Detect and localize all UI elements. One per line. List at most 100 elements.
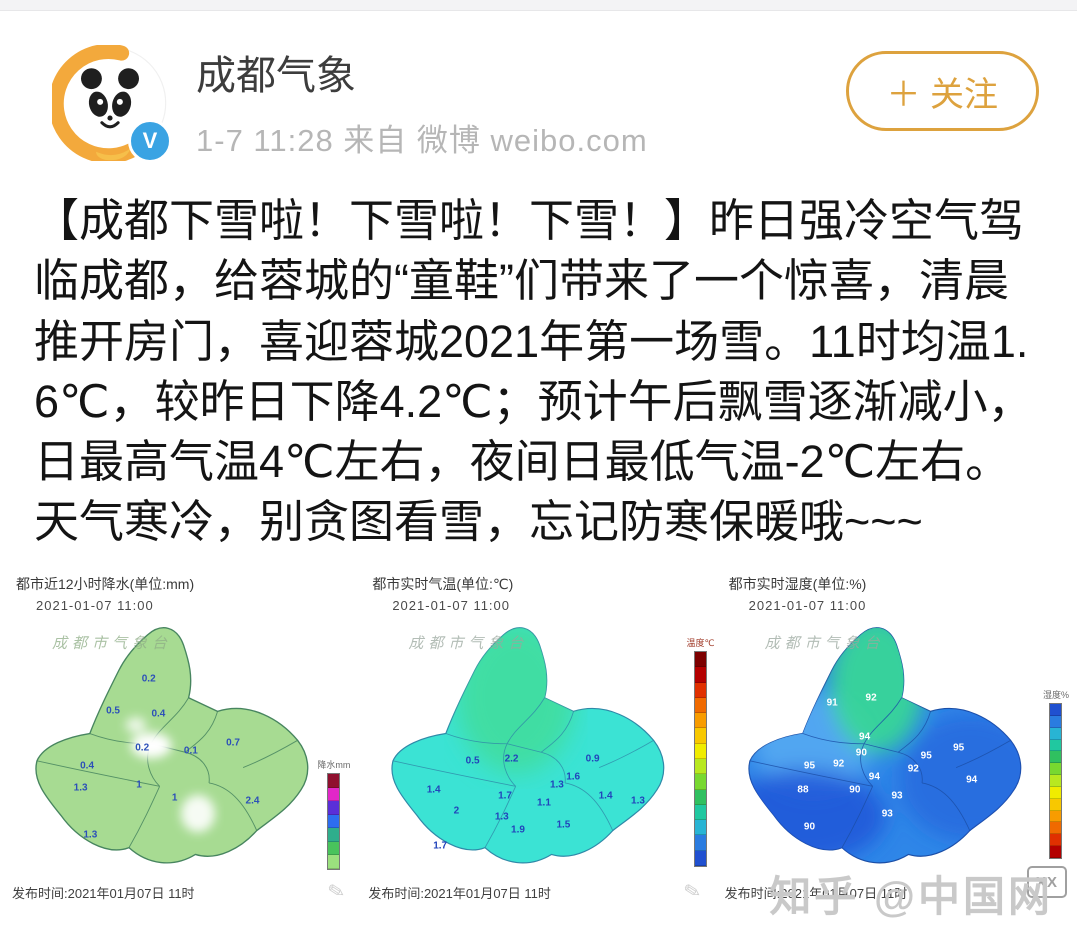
map-value-label: 0.5 (465, 755, 480, 767)
map-value-label: 1.6 (566, 771, 581, 783)
agency-logo-box: XX (1026, 866, 1067, 898)
legend-color-segment (695, 804, 707, 821)
map-value-label: 1.1 (536, 797, 551, 809)
legend-color-segment (1050, 715, 1062, 728)
legend-color-segment (328, 787, 340, 802)
map-area: 91 92 94 90 92 95 88 90 94 93 92 95 95 94 90 93 (719, 616, 1043, 880)
legend-color-segment (328, 801, 340, 815)
weather-maps-row: 都市近12小时降水(单位:mm) 2021-01-07 11:00 成都市气象台 (6, 570, 1071, 906)
map-value-label: 1 (171, 792, 178, 804)
map-caption: 发布时间:2021年01月07日 11时 (12, 886, 195, 901)
top-divider (0, 0, 1077, 11)
map-value-label: 90 (849, 784, 861, 796)
map-value-label: 95 (920, 750, 932, 762)
legend-color-segment (1050, 798, 1062, 811)
legend-color-segment (695, 789, 707, 805)
post-text: 【成都下雪啦！下雪啦！下雪！】昨日强冷空气驾临成都，给蓉城的“童鞋”们带来了一个… (34, 195, 1033, 548)
legend-color-segment (695, 728, 707, 744)
map-value-label: 0.5 (106, 705, 120, 717)
map-value-label: 94 (966, 774, 978, 786)
map-value-label: 88 (797, 784, 809, 796)
map-datetime: 2021-01-07 11:00 (36, 598, 154, 613)
legend-color-segment (1050, 775, 1062, 787)
legend-color-segment (1050, 704, 1062, 716)
legend-color-segment (1050, 822, 1062, 835)
follow-button[interactable]: ＋ 关注 (845, 51, 1039, 131)
map-value-label: 0.7 (226, 737, 240, 749)
precipitation-map-panel[interactable]: 都市近12小时降水(单位:mm) 2021-01-07 11:00 成都市气象台 (6, 570, 358, 906)
verified-badge-icon: V (128, 119, 172, 163)
legend-color-segment (1050, 846, 1062, 858)
map-value-label: 0.2 (135, 742, 150, 754)
map-value-label: 1.3 (494, 811, 509, 823)
legend-color-segment (328, 855, 340, 870)
legend-colorbar (327, 773, 341, 870)
map-value-label: 92 (865, 692, 877, 704)
panda-logo-icon (52, 45, 167, 161)
map-value-label: 93 (881, 808, 893, 820)
map-value-label: 2 (453, 805, 460, 817)
map-value-label: 91 (826, 697, 838, 709)
avatar[interactable]: V (52, 45, 172, 163)
post-header: V 成都气象 1-7 11:28 来自 微博 weibo.com ＋ 关注 (0, 11, 1077, 163)
map-value-label: 94 (859, 731, 871, 743)
map-title: 都市近12小时降水(单位:mm) (16, 576, 195, 592)
legend-color-segment (695, 652, 707, 668)
legend-color-segment (328, 841, 340, 856)
legend-color-segment (1050, 751, 1062, 764)
legend-color-segment (695, 743, 707, 759)
map-area: 0.5 2.2 1.7 1.3 1.4 2 1.9 1.1 1.3 1.6 0.9 1.4 1.5 1.7… (362, 616, 686, 880)
map-value-label: 0.1 (183, 745, 198, 757)
map-title: 都市实时气温(单位:℃) (372, 576, 514, 592)
map-value-label: 1.4 (598, 790, 613, 802)
legend-color-segment (695, 758, 707, 775)
zhihu-source-watermark: 知乎 @中国网 (769, 873, 1053, 920)
legend-colorbar (1049, 703, 1063, 859)
map-area: 0.2 0.5 0.4 0.2 0.1 0.7 0.4 1.3 1 1 2.4 1.3 (6, 616, 330, 880)
humidity-map-panel[interactable]: 都市实时湿度(单位:%) 2021-01-07 11:00 成都市气象台 (719, 570, 1071, 906)
legend-color-segment (695, 697, 707, 714)
map-value-label: 0.2 (141, 673, 156, 685)
map-value-label: 94 (868, 771, 880, 783)
map-value-label: 95 (803, 760, 816, 772)
map-value-label: 90 (803, 821, 816, 833)
legend-color-segment (1050, 810, 1062, 823)
legend-label: 温度℃ (686, 638, 715, 648)
post-meta: 1-7 11:28 来自 微博 weibo.com (196, 123, 648, 158)
map-value-label: 1.9 (511, 824, 525, 836)
map-caption: 发布时间:2021年01月07日 11时 (368, 886, 551, 901)
map-value-label: 92 (907, 763, 919, 775)
header-texts: 成都气象 1-7 11:28 来自 微博 weibo.com (196, 45, 648, 160)
legend-color-segment (695, 713, 707, 729)
legend-color-segment (695, 667, 707, 683)
map-value-label: 1.3 (83, 829, 98, 841)
precipitation-legend: 降水mm (317, 758, 350, 870)
legend-label: 湿度% (1042, 690, 1069, 700)
chengdu-map-shape (35, 627, 309, 864)
map-watermark: 成都市气象台 (408, 635, 529, 652)
legend-color-segment (695, 682, 707, 698)
legend-color-segment (1050, 786, 1062, 799)
map-value-label: 0.9 (585, 753, 600, 765)
legend-color-segment (695, 774, 707, 790)
map-value-label: 90 (855, 747, 867, 759)
map-value-label: 2.4 (245, 795, 260, 807)
map-datetime: 2021-01-07 11:00 (392, 598, 511, 613)
temperature-legend: 温度℃ (687, 636, 715, 868)
legend-color-segment (1050, 727, 1062, 740)
legend-label: 降水mm (317, 760, 351, 770)
legend-color-segment (695, 850, 707, 866)
map-datetime: 2021-01-07 11:00 (748, 598, 867, 613)
temperature-values: 0.5 2.2 1.7 1.3 1.4 2 1.9 1.1 1.3 1.6 0.9 1.4 1.5 1.7… (362, 616, 686, 880)
map-value-label: 1.7 (498, 790, 512, 802)
temperature-map-panel[interactable]: 都市实时气温(单位:℃) 2021-01-07 11:00 成都市气象台 (362, 570, 714, 906)
map-value-label: 93 (891, 790, 903, 802)
legend-color-segment (328, 774, 340, 788)
humidity-legend: 湿度% (1043, 688, 1069, 860)
map-value-label: 1.3 (73, 782, 88, 794)
account-name[interactable]: 成都气象 (196, 54, 356, 98)
legend-color-segment (1050, 763, 1062, 776)
chengdu-map-shape (391, 627, 665, 864)
map-value-label: 1.4 (426, 784, 441, 796)
